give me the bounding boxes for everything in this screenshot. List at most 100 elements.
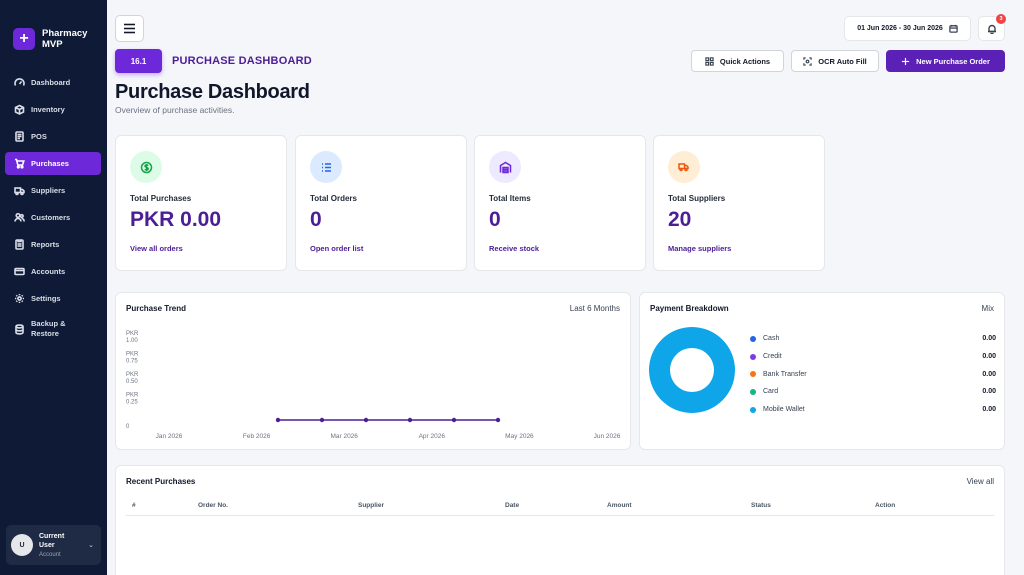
sidebar-item-customers[interactable]: Customers [5, 206, 101, 229]
x-tick-label: Apr 2026 [419, 433, 446, 440]
view-all-link[interactable]: View all [966, 477, 994, 486]
y-tick-unit: PKR [126, 331, 139, 337]
quick-actions-button[interactable]: Quick Actions [691, 50, 784, 72]
stat-card-total-orders: Total Orders 0 Open order list [295, 135, 467, 271]
sidebar-item-dashboard[interactable]: Dashboard [5, 71, 101, 94]
stat-link[interactable]: Receive stock [489, 244, 540, 253]
sidebar-item-label: Settings [31, 293, 61, 303]
cart-icon [14, 158, 25, 169]
sidebar-item-label: Dashboard [31, 77, 71, 87]
legend-label: Credit [763, 353, 782, 361]
trend-point[interactable] [407, 417, 413, 423]
legend-row: Cash 0.00 [750, 330, 996, 348]
trend-point[interactable] [495, 417, 501, 423]
recent-purchases-table-header: # Order No. Supplier Date Amount Status Action [126, 496, 994, 516]
sidebar-item-backup-restore[interactable]: Backup & Restore [5, 314, 101, 344]
calendar-icon [949, 24, 958, 33]
stat-link[interactable]: Open order list [310, 244, 364, 253]
column-header: Status [751, 502, 771, 509]
stat-card-total-items: Total Items 0 Receive stock [474, 135, 646, 271]
brand-name: Pharmacy MVP [42, 28, 88, 50]
notifications-button[interactable]: 3 [978, 14, 1006, 41]
hamburger-icon [124, 23, 135, 34]
y-tick-label: 1.00 [126, 338, 138, 344]
purchase-trend-title: Purchase Trend [126, 304, 187, 313]
sidebar-item-purchases[interactable]: Purchases [5, 152, 101, 175]
payment-breakdown-title: Payment Breakdown [650, 304, 729, 313]
stat-label: Total Suppliers [668, 194, 726, 203]
payment-breakdown-panel: Payment Breakdown Mix Cash 0.00 Credit 0.00… [639, 292, 1005, 450]
stat-link[interactable]: View all orders [130, 244, 183, 253]
section-title: PURCHASE DASHBOARD [172, 55, 312, 67]
donut-hole [670, 348, 714, 392]
warehouse-icon [489, 151, 521, 183]
trend-point[interactable] [319, 417, 325, 423]
stat-label: Total Items [489, 194, 531, 203]
version-badge: 16.1 [115, 49, 162, 73]
stat-label: Total Orders [310, 194, 357, 203]
legend-row: Bank Transfer 0.00 [750, 365, 996, 383]
date-range-picker[interactable]: 01 Jun 2026 - 30 Jun 2026 [844, 16, 971, 41]
user-role: Account [39, 552, 61, 558]
stat-value: 0 [489, 208, 501, 231]
legend-label: Cash [763, 335, 780, 343]
menu-toggle-button[interactable] [115, 15, 144, 42]
plus-icon [902, 57, 910, 65]
notification-badge: 3 [996, 14, 1006, 24]
page-title: Purchase Dashboard [115, 81, 310, 103]
sidebar-item-reports[interactable]: Reports [5, 233, 101, 256]
trend-point[interactable] [363, 417, 369, 423]
sidebar-item-pos[interactable]: POS [5, 125, 101, 148]
column-header: Date [505, 502, 520, 509]
legend-dot [750, 371, 756, 378]
trend-point[interactable] [275, 417, 281, 423]
legend-value: 0.00 [982, 335, 996, 343]
legend-value: 0.00 [982, 353, 996, 361]
sidebar-item-inventory[interactable]: Inventory [5, 98, 101, 121]
ocr-auto-fill-button[interactable]: OCR Auto Fill [791, 50, 879, 72]
x-tick-label: Jan 2026 [156, 433, 183, 440]
sidebar-item-accounts[interactable]: Accounts [5, 260, 101, 283]
brand[interactable]: + Pharmacy MVP [13, 28, 98, 50]
sidebar-item-label: Backup & Restore [31, 319, 66, 338]
recent-purchases-panel: Recent Purchases View all # Order No. Supp… [115, 465, 1005, 575]
sidebar-item-label: Inventory [31, 104, 65, 114]
users-icon [14, 212, 25, 223]
page-subtitle: Overview of purchase activities. [115, 105, 235, 115]
date-range-text: 01 Jun 2026 - 30 Jun 2026 [857, 25, 943, 32]
x-tick-label: Jun 2026 [594, 433, 621, 440]
scan-icon [803, 56, 812, 66]
stat-link[interactable]: Manage suppliers [668, 244, 732, 253]
new-purchase-order-button[interactable]: New Purchase Order [886, 50, 1005, 72]
ocr-auto-fill-label: OCR Auto Fill [818, 56, 867, 66]
legend-row: Card 0.00 [750, 383, 996, 401]
dashboard-icon [14, 77, 25, 88]
stat-value: 20 [668, 208, 692, 231]
y-tick-label: 0.50 [126, 379, 138, 385]
y-tick-unit: PKR [126, 352, 139, 358]
stat-value: PKR 0.00 [130, 208, 222, 231]
stat-label: Total Purchases [130, 194, 192, 203]
y-tick-unit: PKR [126, 372, 139, 378]
user-menu[interactable]: U Current User Account ⌄ [6, 525, 101, 565]
trend-point[interactable] [451, 417, 457, 423]
sidebar-item-label: Customers [31, 212, 71, 222]
avatar: U [11, 534, 33, 556]
purchase-trend-panel: Purchase Trend Last 6 Months PKR 1.00 PKR 0… [115, 292, 631, 450]
dollar-icon [130, 151, 162, 183]
sidebar-item-label: Purchases [31, 158, 69, 168]
x-tick-label: Feb 2026 [243, 433, 271, 440]
column-header: Order No. [198, 502, 228, 509]
purchase-trend-period[interactable]: Last 6 Months [569, 304, 620, 313]
payment-breakdown-meta: Mix [981, 304, 994, 313]
quick-actions-label: Quick Actions [719, 56, 771, 66]
stat-card-total-purchases: Total Purchases PKR 0.00 View all orders [115, 135, 287, 271]
legend-label: Bank Transfer [763, 370, 807, 378]
legend-row: Credit 0.00 [750, 348, 996, 366]
x-tick-label: Mar 2026 [330, 433, 358, 440]
sidebar-item-settings[interactable]: Settings [5, 287, 101, 310]
column-header: # [132, 502, 136, 509]
sidebar-item-label: Suppliers [31, 185, 66, 195]
box-icon [14, 104, 25, 115]
sidebar-item-suppliers[interactable]: Suppliers [5, 179, 101, 202]
